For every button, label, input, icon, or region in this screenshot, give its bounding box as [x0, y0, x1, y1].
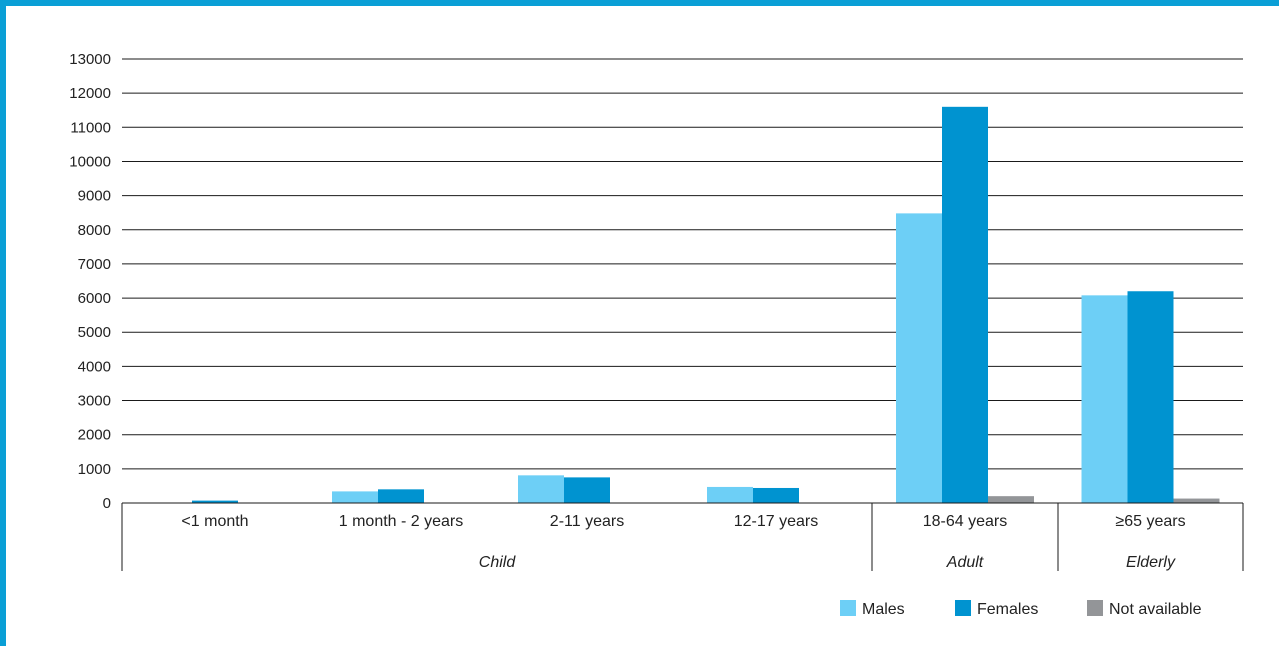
- bar-females: [1127, 291, 1174, 503]
- bar-males: [518, 475, 564, 503]
- bar-males: [896, 213, 942, 504]
- x-tick-label: ≥65 years: [1115, 513, 1185, 530]
- group-label: Child: [479, 554, 517, 571]
- group-label: Adult: [946, 554, 984, 571]
- bar-males: [332, 491, 378, 503]
- bar-females: [753, 487, 799, 503]
- y-axis-ticks: 0 1000 2000 3000 4000 5000 6000 7000 8000 9000 100…: [69, 51, 111, 512]
- x-tick-label: 1 month - 2 years: [339, 513, 464, 530]
- y-tick-label: 3000: [78, 393, 111, 410]
- y-tick-label: 10000: [69, 153, 111, 170]
- legend-swatch: [1087, 600, 1103, 616]
- legend-label: Males: [862, 601, 905, 618]
- y-tick-label: 2000: [78, 427, 111, 444]
- x-tick-label: 2-11 years: [550, 513, 624, 530]
- bar-females: [378, 489, 424, 503]
- bar-females: [192, 500, 238, 503]
- bar-females: [564, 477, 610, 503]
- bar-not-available: [988, 496, 1034, 503]
- y-tick-label: 12000: [69, 85, 111, 102]
- legend-label: Females: [977, 601, 1038, 618]
- legend-swatch: [840, 600, 856, 616]
- legend: Males Females Not available: [840, 600, 1202, 618]
- bar-females: [942, 106, 988, 504]
- x-tick-label: 18-64 years: [923, 513, 1008, 530]
- y-tick-label: 9000: [78, 188, 111, 205]
- gridlines: [122, 58, 1243, 504]
- y-tick-label: 11000: [70, 119, 111, 136]
- bar-males: [1081, 295, 1128, 503]
- x-tick-label: <1 month: [181, 513, 248, 530]
- y-tick-label: 5000: [78, 324, 111, 341]
- x-axis: <1 month 1 month - 2 years 2-11 years 12-17…: [121, 502, 1244, 571]
- bar-not-available: [1173, 498, 1220, 503]
- y-tick-label: 8000: [78, 222, 111, 239]
- y-tick-label: 4000: [78, 358, 111, 375]
- group-label: Elderly: [1126, 554, 1176, 571]
- y-tick-label: 0: [103, 495, 111, 512]
- y-tick-label: 1000: [78, 461, 111, 478]
- y-tick-label: 13000: [69, 51, 111, 68]
- x-tick-label: 12-17 years: [734, 513, 819, 530]
- bar-males: [707, 486, 753, 503]
- y-tick-label: 6000: [78, 290, 111, 307]
- bars: [146, 106, 1220, 504]
- legend-label: Not available: [1109, 601, 1202, 618]
- y-tick-label: 7000: [78, 256, 111, 273]
- legend-swatch: [955, 600, 971, 616]
